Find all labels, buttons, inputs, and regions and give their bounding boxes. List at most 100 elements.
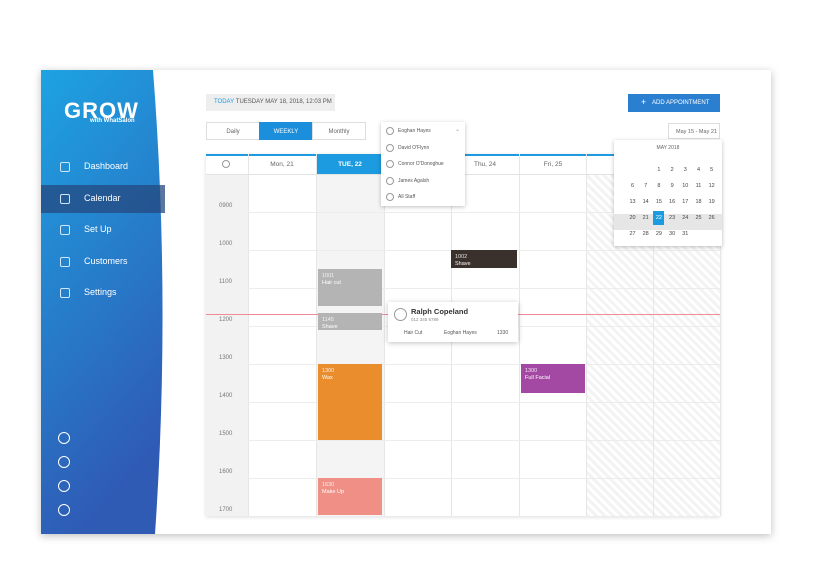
mini-day[interactable]: 11 — [695, 183, 702, 189]
mini-month: MAY 2018 — [656, 145, 680, 151]
staff-option[interactable]: All Staff — [398, 194, 416, 200]
nav-icon[interactable] — [60, 257, 70, 267]
appointment[interactable]: 1145 Shave — [318, 313, 382, 330]
mini-day[interactable]: 10 — [682, 183, 689, 189]
day-header: TUE, 22 — [338, 161, 362, 168]
mini-day[interactable]: 19 — [708, 199, 715, 205]
mini-day[interactable]: 7 — [644, 183, 648, 189]
mini-day[interactable]: 3 — [683, 167, 687, 173]
mini-day[interactable]: 28 — [642, 231, 649, 237]
nav-item[interactable]: Set Up — [84, 224, 112, 234]
mini-day[interactable]: 23 — [669, 215, 676, 221]
sidebar-icon[interactable] — [58, 456, 70, 468]
view-tab[interactable]: Daily — [206, 122, 260, 140]
appointment-time: 1300 — [322, 368, 335, 374]
logo-subtitle: with WhatSalon — [90, 118, 135, 124]
appointment[interactable]: 1630 Make Up — [318, 478, 382, 515]
staff-option[interactable]: Eoghan Hayes — [398, 128, 431, 134]
appointment-service: Full Facial — [525, 375, 551, 381]
sidebar-icon[interactable] — [58, 480, 70, 492]
popup-time: 1330 — [497, 330, 509, 336]
hour-line — [248, 402, 720, 403]
nav-item[interactable]: Customers — [84, 256, 128, 266]
day-header: Fri, 25 — [543, 161, 563, 168]
staff-dropdown: Eoghan Hayes David O'Flynn Connor O'Donogh… — [381, 122, 465, 206]
mini-day[interactable]: 13 — [629, 199, 636, 205]
view-tab[interactable]: WEEKLY — [259, 122, 313, 140]
date-range[interactable]: May 15 - May 21 — [668, 123, 720, 139]
today-column — [316, 174, 384, 516]
mini-day[interactable]: 21 — [642, 215, 649, 221]
nav-item[interactable]: Calendar — [84, 193, 121, 203]
day-header: Thu, 24 — [473, 161, 497, 168]
nav-icon[interactable] — [60, 288, 70, 298]
nav-item[interactable]: Dashboard — [84, 161, 129, 171]
appointment-time: 1300 — [525, 368, 538, 374]
mini-day[interactable]: 16 — [669, 199, 676, 205]
mini-day[interactable]: 4 — [696, 167, 701, 173]
hour-line — [248, 516, 720, 517]
time-label: 1200 — [219, 317, 233, 323]
mini-day[interactable]: 24 — [682, 215, 689, 221]
popup-service: Hair Cut — [404, 330, 423, 336]
mini-day[interactable]: 15 — [655, 199, 662, 205]
time-label: 1100 — [219, 279, 232, 285]
mini-day[interactable]: 12 — [708, 183, 715, 189]
mini-day[interactable]: 8 — [657, 183, 661, 189]
staff-avatar[interactable] — [386, 193, 394, 201]
mini-day[interactable]: 6 — [630, 183, 635, 189]
sidebar-icon[interactable] — [58, 504, 70, 516]
mini-day[interactable]: 25 — [695, 215, 702, 221]
mini-day[interactable]: 22 — [653, 211, 665, 225]
staff-avatar[interactable] — [386, 127, 394, 135]
appointment-time: 1630 — [322, 482, 335, 488]
appointment[interactable]: 1001 Hair cut — [318, 269, 382, 306]
appointment-service: Make Up — [322, 489, 345, 495]
popup-staff: Eoghan Hayes — [444, 330, 477, 336]
mini-day[interactable]: 30 — [669, 231, 676, 237]
app-window: GROW with WhatSalon Dashboard Calendar Set U… — [41, 70, 771, 534]
hour-line — [248, 440, 720, 441]
time-column — [206, 174, 248, 516]
mini-calendar: MAY 2018 1 2 3 4 5 6 7 8 9 10 11 12 13 14 15 16 17 18 19 20 2… — [614, 140, 722, 246]
mini-day[interactable]: 29 — [655, 231, 662, 237]
mini-day[interactable]: 18 — [695, 199, 702, 205]
mini-day[interactable]: 31 — [682, 231, 689, 237]
staff-avatar[interactable] — [386, 143, 394, 152]
mini-day[interactable]: 2 — [670, 167, 674, 173]
staff-option[interactable]: Connor O'Donoghue — [398, 161, 444, 167]
mini-day[interactable]: 27 — [629, 231, 636, 237]
plus-icon: + — [641, 97, 647, 107]
staff-option[interactable]: David O'Flynn — [398, 144, 430, 151]
appointment-service: Shave — [455, 261, 471, 267]
hour-line — [248, 288, 720, 289]
view-tab[interactable]: Monthly — [312, 122, 366, 140]
nav-icon[interactable] — [60, 162, 70, 172]
highlight-week — [614, 214, 722, 230]
column-line — [653, 154, 654, 516]
nav-icon[interactable] — [60, 194, 70, 204]
appointment[interactable]: 1002 Shave — [451, 250, 517, 268]
nav-item[interactable]: Settings — [84, 287, 117, 297]
mini-day[interactable]: 17 — [682, 199, 689, 205]
customer-avatar — [394, 308, 407, 321]
mini-day[interactable]: 20 — [629, 215, 636, 221]
mini-day[interactable]: 14 — [642, 199, 649, 205]
mini-day[interactable]: 26 — [708, 215, 715, 221]
column-line — [316, 154, 317, 516]
staff-option[interactable]: James Agalsh — [398, 177, 430, 184]
today-header — [316, 154, 384, 174]
staff-avatar[interactable] — [386, 176, 394, 185]
time-label: 1700 — [219, 507, 233, 513]
appointment[interactable]: 1300 Full Facial — [521, 364, 585, 393]
mini-day[interactable]: 1 — [657, 167, 661, 173]
nav-icon[interactable] — [60, 225, 70, 235]
mini-day[interactable]: 5 — [710, 167, 714, 173]
dropdown-caret: ⌄ — [455, 127, 461, 133]
staff-avatar[interactable] — [386, 160, 394, 168]
mini-day[interactable]: 9 — [670, 183, 674, 189]
sidebar-icon[interactable] — [58, 432, 70, 444]
appointment[interactable]: 1300 Wax — [318, 364, 382, 440]
add-appointment-button[interactable]: ADD APPOINTMENT + — [628, 94, 720, 112]
